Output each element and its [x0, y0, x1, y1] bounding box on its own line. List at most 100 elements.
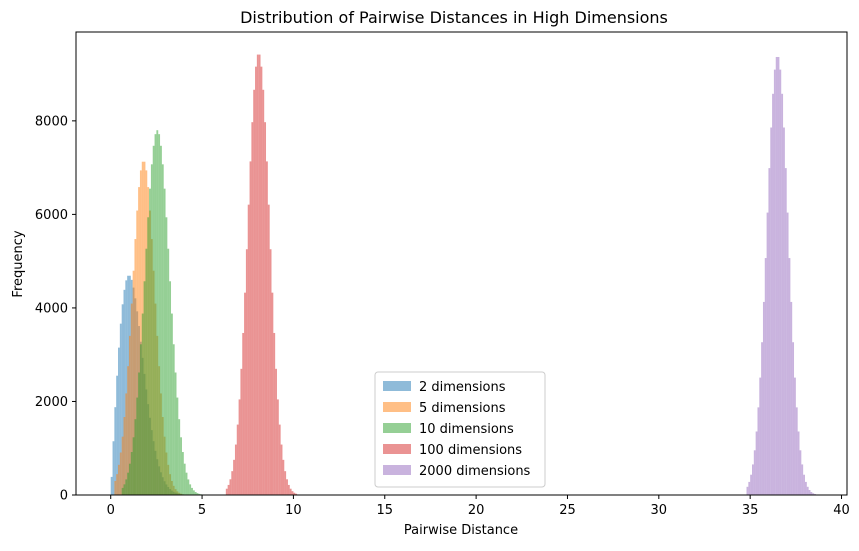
histogram-bar	[149, 189, 151, 495]
series-100-dimensions	[226, 55, 297, 495]
histogram-bar	[184, 464, 186, 495]
histogram-bar	[242, 333, 244, 495]
legend-label: 2000 dimensions	[419, 464, 531, 479]
histogram-bar	[789, 258, 791, 495]
histogram-bar	[246, 249, 248, 495]
histogram-bar	[134, 419, 136, 495]
legend-label: 2 dimensions	[419, 380, 506, 395]
histogram-bar	[756, 431, 758, 495]
histogram-bar	[140, 344, 142, 495]
histogram-bar	[277, 399, 279, 495]
series-2000-dimensions	[747, 57, 816, 495]
x-tick-label: 10	[285, 503, 302, 518]
histogram-bar	[800, 450, 802, 495]
histogram-bar	[747, 487, 749, 495]
histogram-bar	[798, 431, 800, 495]
y-axis-label: Frequency	[11, 230, 26, 297]
histogram-bar	[231, 471, 233, 495]
histogram-bar	[180, 437, 182, 495]
histogram-bar	[754, 450, 756, 495]
histogram-bar	[239, 399, 241, 495]
histogram-bar	[164, 189, 166, 495]
histogram-bar	[186, 473, 188, 495]
x-tick-label: 15	[376, 503, 393, 518]
histogram-bar	[160, 146, 162, 495]
histogram-bar	[259, 55, 261, 495]
histogram-bar	[774, 70, 776, 495]
histogram-bar	[801, 464, 803, 495]
histogram-bar	[166, 217, 168, 495]
histogram-bar	[748, 482, 750, 495]
histogram-bar	[167, 249, 169, 495]
histogram-bar	[162, 164, 164, 495]
histogram-bar	[292, 491, 294, 495]
histogram-bar	[187, 479, 189, 495]
histogram-bar	[809, 490, 811, 495]
histogram-bar	[271, 293, 273, 495]
histogram-bar	[237, 425, 239, 495]
histogram-bar	[138, 373, 140, 496]
histogram-bar	[182, 452, 184, 495]
histogram-bar	[281, 445, 283, 495]
x-tick-label: 20	[468, 503, 485, 518]
histogram-bar	[759, 378, 761, 495]
y-tick-label: 2000	[35, 395, 68, 410]
histogram-bar	[125, 479, 127, 495]
histogram-bar	[772, 94, 774, 495]
legend-swatch	[383, 444, 411, 454]
x-tick-label: 0	[107, 503, 115, 518]
histogram-bar	[781, 94, 783, 495]
histogram-bar	[257, 55, 259, 495]
histogram-bar	[752, 464, 754, 495]
histogram-bar	[779, 70, 781, 495]
histogram-bar	[286, 479, 288, 495]
y-tick-label: 4000	[35, 301, 68, 316]
histogram-bar	[131, 452, 133, 495]
histogram-bar	[765, 258, 767, 495]
histogram-bar	[792, 342, 794, 495]
histogram-bar	[794, 378, 796, 495]
histogram-bar	[155, 134, 157, 495]
histogram-bar	[124, 417, 126, 495]
histogram-bar	[191, 488, 193, 495]
histogram-bar	[226, 489, 228, 495]
x-tick-label: 25	[559, 503, 576, 518]
histogram-bar	[158, 134, 160, 495]
histogram-bar	[803, 475, 805, 495]
histogram-bar	[151, 164, 153, 495]
histogram-bar	[114, 481, 116, 495]
histogram-bar	[235, 445, 237, 495]
histogram-bar	[116, 474, 118, 495]
histogram-bar	[761, 342, 763, 495]
histogram-bar	[785, 168, 787, 495]
histogram-bar	[790, 302, 792, 495]
x-tick-label: 35	[742, 503, 759, 518]
histogram-bar	[750, 475, 752, 495]
histogram-bar	[266, 161, 268, 495]
histogram-bar	[129, 464, 131, 495]
histogram-bar	[240, 369, 242, 495]
histogram-bar	[805, 482, 807, 495]
legend-swatch	[383, 381, 411, 391]
histogram-bar	[273, 333, 275, 495]
histogram-bar	[288, 485, 290, 495]
legend-swatch	[383, 465, 411, 475]
histogram-bar	[770, 128, 772, 495]
histogram-bar	[807, 487, 809, 495]
histogram-bar	[136, 398, 138, 495]
histogram-bar	[173, 344, 175, 495]
x-tick-label: 40	[833, 503, 850, 518]
histogram-bar	[261, 67, 263, 495]
histogram-bar	[282, 460, 284, 495]
chart-title: Distribution of Pairwise Distances in Hi…	[240, 8, 668, 27]
histogram-bar	[189, 484, 191, 495]
histogram-bar	[767, 213, 769, 495]
histogram-bar	[778, 57, 780, 495]
legend-label: 10 dimensions	[419, 422, 514, 437]
histogram-bar	[244, 293, 246, 495]
histogram-bar	[228, 485, 230, 495]
histogram-bar	[120, 453, 122, 495]
histogram-bar	[290, 489, 292, 495]
